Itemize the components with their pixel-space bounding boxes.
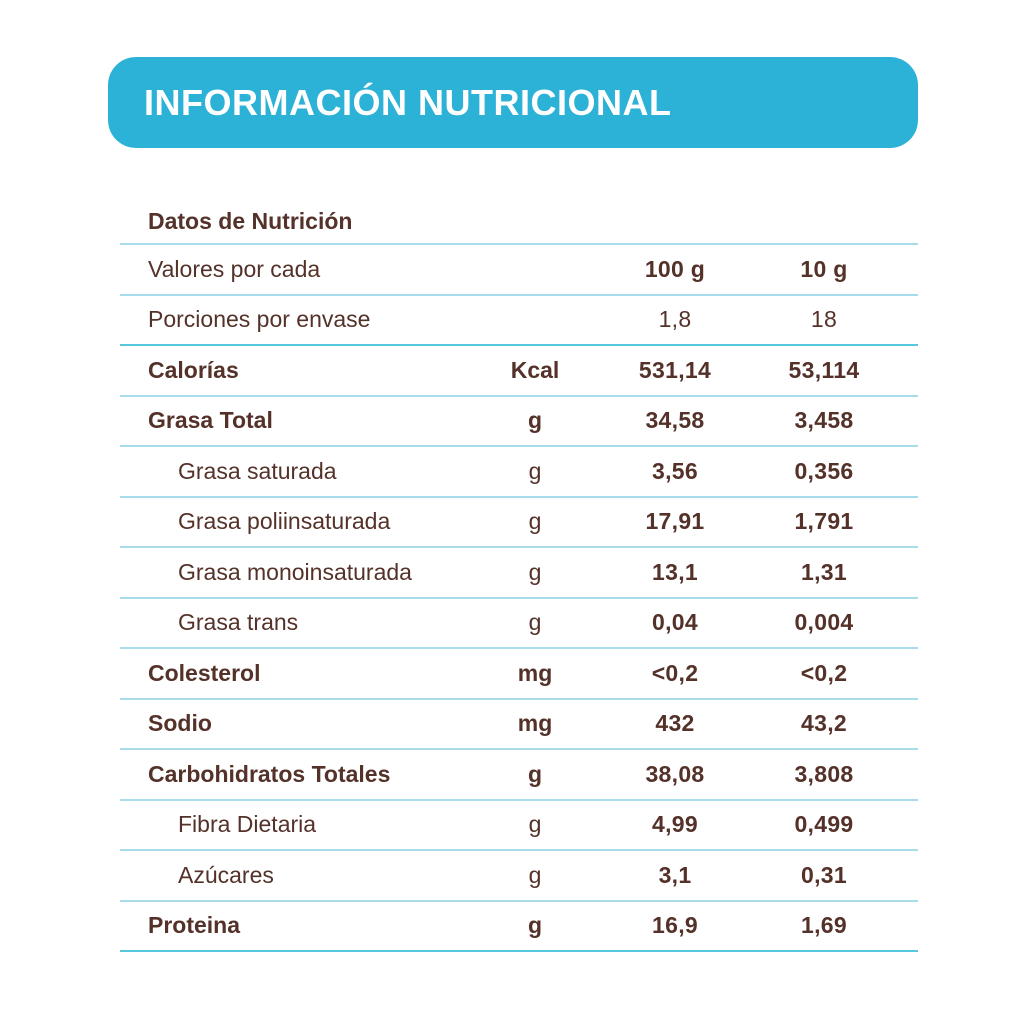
table-row: Calorías Kcal 531,14 53,114 — [120, 346, 918, 397]
row-label: Azúcares — [178, 861, 274, 888]
value-10g-cell: 3,458 — [794, 407, 854, 434]
unit-cell: g — [528, 861, 542, 888]
unit-cell: g — [528, 811, 542, 838]
value-100g-cell: 432 — [655, 710, 695, 737]
value-100g-cell: 531,14 — [638, 356, 712, 383]
page-title: INFORMACIÓN NUTRICIONAL — [144, 81, 672, 123]
value-10g-cell: 0,31 — [801, 861, 847, 888]
value-10g-cell: 1,69 — [801, 912, 847, 939]
unit-cell: mg — [517, 659, 553, 686]
value-10g-cell: 1,791 — [794, 508, 854, 535]
value-100g-cell: 38,08 — [645, 760, 705, 787]
unit-cell: g — [528, 558, 542, 585]
unit-cell: g — [527, 407, 543, 434]
row-label: Grasa Total — [148, 407, 273, 434]
unit-cell: g — [528, 609, 542, 636]
table-row: Porciones por envase 1,8 18 — [120, 296, 918, 346]
value-100g-cell: 16,9 — [652, 912, 698, 939]
unit-cell: g — [528, 457, 542, 484]
table-row: Grasa poliinsaturada g 17,91 1,791 — [120, 498, 918, 548]
table-row: Fibra Dietaria g 4,99 0,499 — [120, 801, 918, 851]
value-10g-cell: 53,114 — [788, 356, 860, 383]
table-row: Proteina g 16,9 1,69 — [120, 902, 918, 952]
value-100g-cell: 3,56 — [652, 457, 698, 484]
row-label: Grasa monoinsaturada — [178, 558, 412, 585]
value-10g-cell: 18 — [810, 306, 838, 333]
table-row: Grasa Total g 34,58 3,458 — [120, 397, 918, 447]
row-label: Sodio — [148, 710, 212, 737]
table-row: Grasa trans g 0,04 0,004 — [120, 599, 918, 649]
unit-cell: Kcal — [510, 356, 560, 383]
row-label: Porciones por envase — [148, 306, 371, 333]
header-banner: INFORMACIÓN NUTRICIONAL — [108, 57, 918, 148]
value-100g-cell: <0,2 — [651, 659, 699, 686]
value-10g-cell: 3,808 — [794, 760, 854, 787]
row-label: Carbohidratos Totales — [148, 760, 391, 787]
table-row: Grasa saturada g 3,56 0,356 — [120, 447, 918, 498]
value-100g-cell: 34,58 — [645, 407, 705, 434]
table-row: Colesterol mg <0,2 <0,2 — [120, 649, 918, 700]
unit-cell: g — [527, 912, 543, 939]
value-10g-cell: 10 g — [800, 255, 848, 282]
row-label: Grasa saturada — [178, 457, 337, 484]
value-10g-cell: 0,499 — [794, 811, 854, 838]
nutrition-table: Datos de Nutrición Valores por cada 100 … — [120, 208, 918, 952]
table-row: Grasa monoinsaturada g 13,1 1,31 — [120, 548, 918, 599]
unit-cell: g — [527, 760, 543, 787]
unit-cell: mg — [517, 710, 553, 737]
row-label: Valores por cada — [148, 255, 321, 282]
unit-cell: g — [528, 508, 542, 535]
table-row: Sodio mg 432 43,2 — [120, 700, 918, 750]
table-row: Carbohidratos Totales g 38,08 3,808 — [120, 750, 918, 801]
value-10g-cell: <0,2 — [800, 659, 848, 686]
value-100g-cell: 100 g — [644, 255, 706, 282]
value-10g-cell: 0,004 — [794, 609, 854, 636]
row-label: Calorías — [148, 356, 239, 383]
table-row: Valores por cada 100 g 10 g — [120, 245, 918, 296]
value-100g-cell: 13,1 — [652, 558, 698, 585]
table-row: Azúcares g 3,1 0,31 — [120, 851, 918, 902]
value-100g-cell: 17,91 — [645, 508, 705, 535]
value-100g-cell: 1,8 — [658, 306, 692, 333]
row-label: Proteina — [148, 912, 241, 939]
row-label: Colesterol — [148, 659, 261, 686]
value-100g-cell: 3,1 — [658, 861, 692, 888]
value-100g-cell: 0,04 — [652, 609, 698, 636]
value-10g-cell: 1,31 — [801, 558, 847, 585]
row-label: Grasa poliinsaturada — [178, 508, 391, 535]
value-100g-cell: 4,99 — [652, 811, 698, 838]
table-title: Datos de Nutrición — [120, 208, 918, 245]
row-label: Fibra Dietaria — [178, 811, 317, 838]
value-10g-cell: 43,2 — [801, 710, 847, 737]
value-10g-cell: 0,356 — [794, 457, 854, 484]
row-label: Grasa trans — [178, 609, 299, 636]
